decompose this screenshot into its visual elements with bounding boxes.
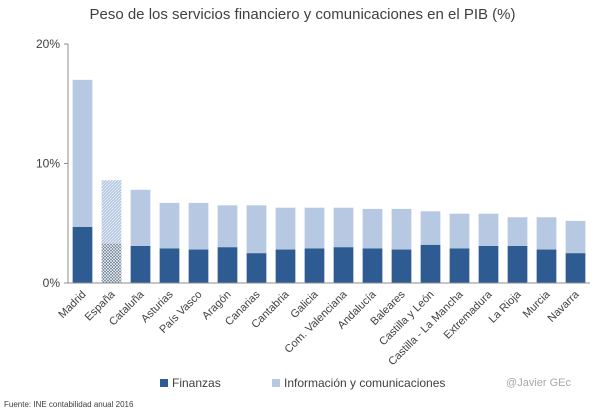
bar-informacion bbox=[304, 207, 325, 249]
bar-informacion bbox=[159, 202, 180, 249]
x-tick-label: Navarra bbox=[545, 288, 582, 325]
legend-label-finanzas: Finanzas bbox=[172, 376, 221, 390]
bar-informacion bbox=[275, 207, 296, 250]
bar-informacion bbox=[391, 208, 412, 250]
bar-informacion bbox=[246, 205, 267, 254]
y-axis: 0% 10% 20% bbox=[36, 37, 69, 290]
bar-finanzas bbox=[217, 247, 238, 283]
bar-finanzas bbox=[304, 248, 325, 283]
bars bbox=[72, 79, 586, 283]
bar-finanzas bbox=[159, 248, 180, 283]
bar-informacion bbox=[507, 217, 528, 246]
bar-informacion bbox=[101, 180, 122, 244]
bar-finanzas bbox=[507, 245, 528, 283]
y-tick-label: 20% bbox=[36, 37, 60, 51]
bar-informacion bbox=[536, 217, 557, 250]
bar-informacion bbox=[362, 208, 383, 249]
bar-finanzas bbox=[188, 249, 209, 283]
x-tick-label: La Rioja bbox=[487, 288, 525, 326]
bar-informacion bbox=[72, 79, 93, 227]
bar-finanzas bbox=[101, 243, 122, 283]
bar-informacion bbox=[188, 202, 209, 250]
bar-finanzas bbox=[565, 253, 586, 283]
bar-informacion bbox=[478, 213, 499, 246]
bar-informacion bbox=[420, 211, 441, 245]
legend-swatch-informacion bbox=[272, 379, 280, 387]
bar-finanzas bbox=[362, 248, 383, 283]
legend-item-finanzas: Finanzas bbox=[160, 376, 221, 390]
legend-item-informacion: Información y comunicaciones bbox=[272, 376, 445, 390]
bar-finanzas bbox=[130, 245, 151, 283]
bar-finanzas bbox=[536, 249, 557, 283]
legend: Finanzas Información y comunicaciones bbox=[0, 376, 605, 394]
bar-finanzas bbox=[478, 245, 499, 283]
bar-informacion bbox=[449, 213, 470, 249]
bar-finanzas bbox=[246, 253, 267, 283]
bar-finanzas bbox=[275, 249, 296, 283]
bar-finanzas bbox=[72, 226, 93, 283]
bar-finanzas bbox=[420, 244, 441, 283]
y-tick-label: 10% bbox=[36, 157, 60, 171]
legend-label-informacion: Información y comunicaciones bbox=[284, 376, 446, 390]
y-tick-label: 0% bbox=[43, 276, 61, 290]
bar-informacion bbox=[333, 207, 354, 248]
watermark: @Javier GEc bbox=[506, 377, 571, 389]
legend-swatch-finanzas bbox=[160, 379, 168, 387]
bar-informacion bbox=[565, 220, 586, 254]
bar-informacion bbox=[130, 189, 151, 246]
bar-informacion bbox=[217, 205, 238, 248]
source-note: Fuente: INE contabilidad anual 2016 bbox=[4, 400, 134, 409]
bar-finanzas bbox=[391, 249, 412, 283]
bar-finanzas bbox=[333, 247, 354, 283]
bar-finanzas bbox=[449, 248, 470, 283]
chart-title: Peso de los servicios financiero y comun… bbox=[89, 6, 516, 23]
